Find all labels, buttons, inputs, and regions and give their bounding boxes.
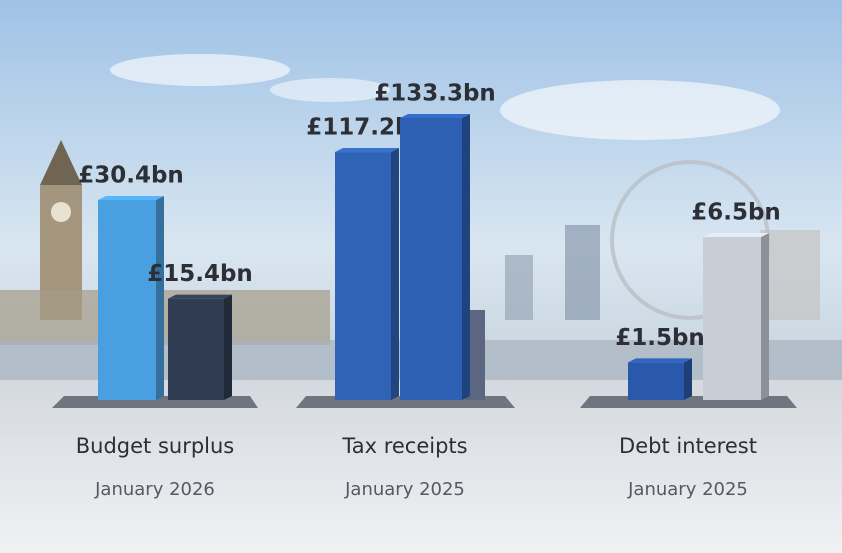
bar-top	[335, 148, 399, 153]
group-title: Tax receipts	[341, 434, 467, 458]
group-subtitle: January 2025	[627, 479, 748, 500]
bar	[168, 298, 224, 400]
bar	[628, 362, 684, 400]
bar-top	[98, 196, 164, 200]
group-subtitle: January 2025	[344, 479, 465, 500]
group-subtitle: January 2026	[94, 479, 215, 500]
group-title: Budget surplus	[76, 434, 235, 458]
value-label: £30.4bn	[78, 163, 184, 189]
bar	[335, 152, 391, 400]
bar-top	[168, 294, 232, 299]
bar	[400, 118, 462, 400]
bar-top	[703, 233, 769, 237]
bar	[703, 237, 761, 400]
bar-side	[224, 294, 232, 400]
bar-side	[761, 233, 769, 400]
value-label: £133.3bn	[374, 81, 496, 107]
bar-side	[462, 114, 470, 400]
value-label: £1.5bn	[615, 325, 705, 351]
bar-side	[156, 196, 164, 400]
bar-top	[628, 358, 692, 363]
bar	[98, 200, 156, 400]
plot-area: £30.4bn £15.4bn Budget surplus January 2026…	[76, 81, 781, 501]
group-title: Debt interest	[619, 434, 757, 458]
bar-top	[400, 114, 470, 118]
bar-side	[391, 148, 399, 400]
value-label: £6.5bn	[691, 200, 781, 226]
bar-side	[684, 358, 692, 400]
value-label: £15.4bn	[147, 261, 253, 287]
